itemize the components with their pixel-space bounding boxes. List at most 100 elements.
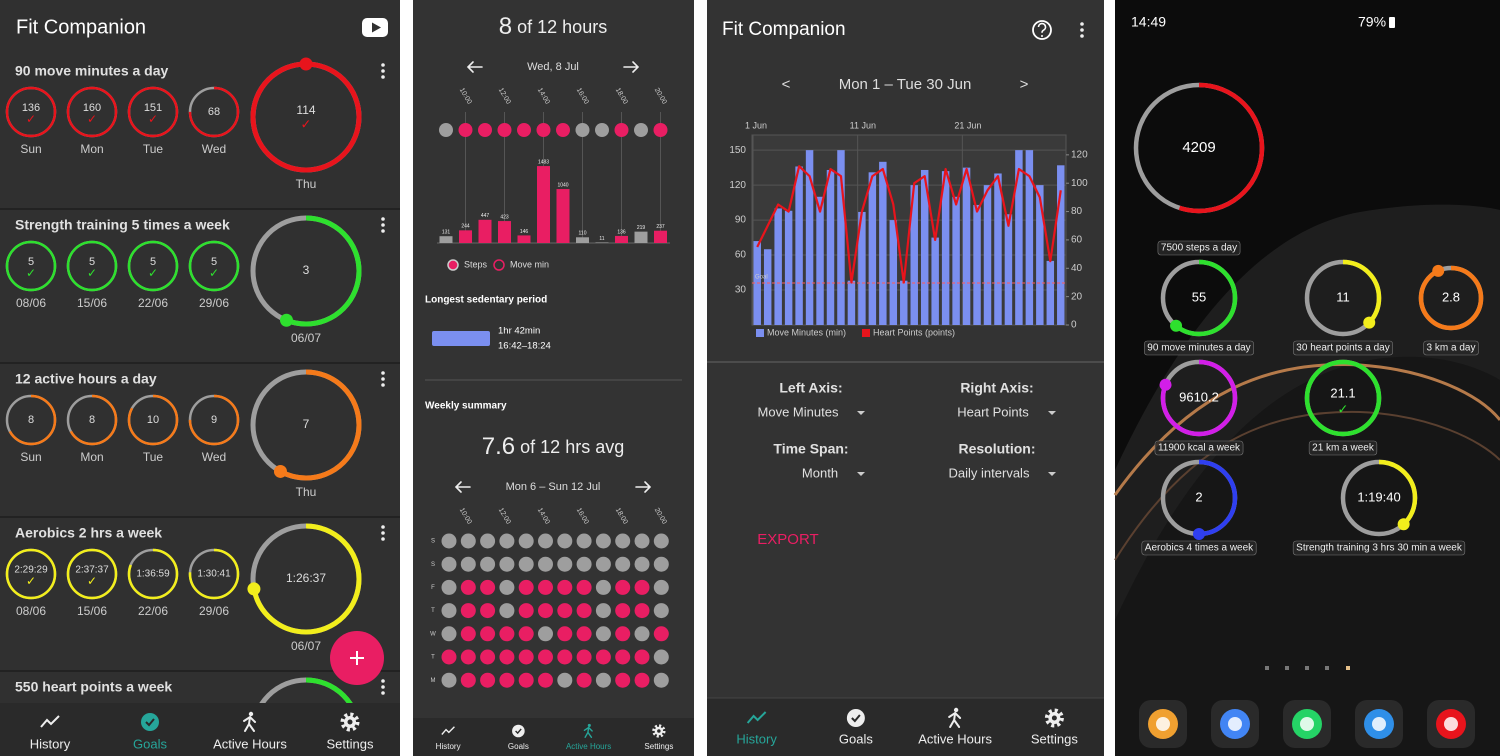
- weekday-label: T: [431, 655, 435, 661]
- menu-dot: [381, 383, 385, 387]
- setting-value[interactable]: Month: [802, 465, 838, 480]
- nav-label[interactable]: Settings: [327, 736, 374, 751]
- setting-value[interactable]: Move Minutes: [758, 404, 839, 419]
- widget-label-bg: [1292, 340, 1394, 356]
- nav-label[interactable]: Active Hours: [918, 731, 992, 746]
- app-icon-glyph-inner: [1228, 717, 1242, 731]
- week-dot: [557, 626, 573, 642]
- legend-label: Move min: [510, 259, 549, 269]
- bar-value: 136: [617, 229, 626, 235]
- week-dot: [615, 626, 631, 642]
- menu-dot: [381, 691, 385, 695]
- widget-value: 11: [1336, 289, 1350, 304]
- app-title: Fit Companion: [722, 19, 846, 40]
- day-value: 1:30:41: [197, 569, 231, 580]
- dropdown-arrow[interactable]: [1048, 472, 1056, 476]
- nav-label[interactable]: Goals: [133, 736, 167, 751]
- export-button[interactable]: EXPORT: [757, 531, 818, 548]
- nav-label[interactable]: Goals: [839, 731, 873, 746]
- setting-value[interactable]: Heart Points: [957, 404, 1029, 419]
- menu-dot: [381, 371, 385, 375]
- widget-label-bg: [1292, 540, 1466, 556]
- ring-end-dot: [1170, 319, 1183, 332]
- week-dot: [460, 579, 476, 595]
- day-value: 136: [22, 102, 40, 114]
- legend-label: Move Minutes (min): [767, 327, 846, 337]
- widget-label[interactable]: 90 move minutes a day: [1147, 343, 1250, 354]
- week-dot: [615, 533, 631, 549]
- goals-check: [515, 728, 522, 735]
- hour-dot: [653, 123, 668, 137]
- next-button[interactable]: >: [1020, 76, 1029, 93]
- day-value: 8: [89, 414, 95, 426]
- widget-label[interactable]: 21 km a week: [1312, 443, 1375, 454]
- arrow-icon[interactable]: [466, 61, 483, 73]
- week-dot: [653, 579, 669, 595]
- bar: [576, 237, 589, 243]
- ring-progress: [5, 240, 57, 292]
- gear-teeth: [1044, 708, 1064, 728]
- x-tick-label: 21 Jun: [954, 120, 981, 130]
- nav-label[interactable]: Settings: [644, 742, 673, 751]
- nav-label[interactable]: Settings: [1031, 731, 1078, 746]
- bar: [931, 237, 939, 325]
- widget-label-bg: [1144, 340, 1254, 356]
- nav-label[interactable]: Active Hours: [566, 742, 611, 751]
- hour-dot: [595, 123, 609, 137]
- history-screen: [707, 0, 1104, 756]
- widget-label[interactable]: Aerobics 4 times a week: [1145, 543, 1254, 554]
- check-mark: ✓: [209, 266, 219, 280]
- bar: [910, 185, 918, 325]
- week-dot: [480, 579, 496, 595]
- day-label: 15/06: [77, 296, 107, 310]
- arrow-icon[interactable]: [623, 61, 640, 73]
- x-tick-label: 11 Jun: [850, 120, 876, 130]
- hour-dot: [536, 123, 551, 137]
- help-icon[interactable]: [1032, 20, 1052, 40]
- ring-progress: [250, 523, 362, 635]
- ring-progress: [1304, 359, 1382, 437]
- walker-head: [587, 723, 591, 727]
- day-label: 15/06: [77, 604, 107, 618]
- week-dot: [499, 556, 515, 572]
- nav-label[interactable]: History: [736, 731, 777, 746]
- nav-label[interactable]: Goals: [508, 742, 529, 751]
- dropdown-arrow[interactable]: [857, 411, 865, 415]
- dropdown-arrow[interactable]: [857, 472, 865, 476]
- ring-end-dot: [247, 582, 261, 596]
- setting-value[interactable]: Daily intervals: [949, 465, 1030, 480]
- wallpaper-shape: [1115, 356, 1500, 756]
- nav-label[interactable]: History: [30, 736, 71, 751]
- dropdown-arrow[interactable]: [1048, 411, 1056, 415]
- arrow-icon[interactable]: [454, 481, 471, 493]
- bar: [816, 196, 824, 325]
- widget-label[interactable]: Strength training 3 hrs 30 min a week: [1296, 543, 1463, 554]
- widget-label[interactable]: 11900 kcal a week: [1158, 443, 1241, 454]
- gear-teeth: [340, 712, 360, 732]
- ring-progress: [188, 86, 240, 138]
- nav-label[interactable]: History: [436, 742, 461, 751]
- widget-label-bg: [1154, 440, 1244, 456]
- page-indicator: [1285, 666, 1289, 670]
- bar: [1015, 150, 1023, 325]
- widget-label[interactable]: 7500 steps a day: [1161, 243, 1237, 254]
- bar: [900, 280, 908, 325]
- ring-progress: [66, 548, 118, 600]
- week-dot: [615, 556, 631, 572]
- week-dot: [576, 579, 592, 595]
- widget-label-bg: [1423, 340, 1479, 356]
- widget-label[interactable]: 3 km a day: [1427, 343, 1476, 354]
- check-mark: ✓: [26, 574, 36, 588]
- prev-button[interactable]: <: [782, 76, 791, 93]
- widget-label[interactable]: 30 heart points a day: [1296, 343, 1389, 354]
- app-title: Fit Companion: [16, 16, 146, 38]
- week-dot: [518, 649, 534, 665]
- week-dot: [538, 649, 553, 665]
- arrow-icon[interactable]: [635, 481, 652, 493]
- week-dot: [576, 603, 592, 619]
- ring-progress: [127, 394, 179, 446]
- section-title: Weekly summary: [425, 401, 507, 412]
- day-label: 29/06: [199, 296, 229, 310]
- nav-label[interactable]: Active Hours: [213, 736, 287, 751]
- walker-body: [243, 715, 256, 732]
